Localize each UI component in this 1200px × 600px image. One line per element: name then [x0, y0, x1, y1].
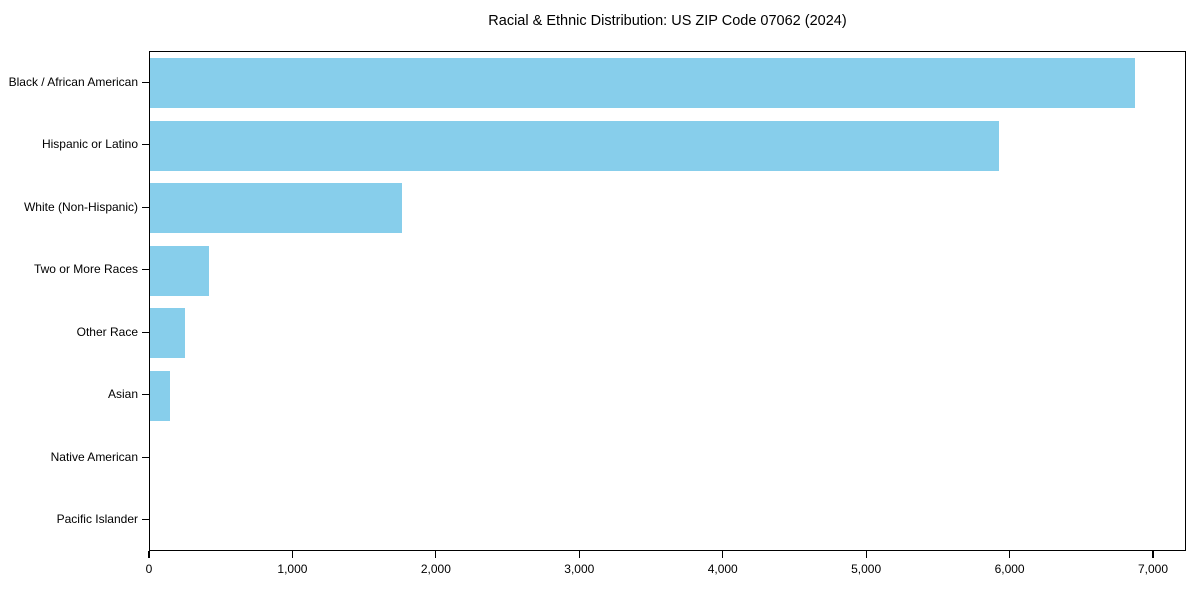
x-axis-tick: [722, 551, 724, 558]
x-axis-tick: [1008, 551, 1011, 558]
x-axis-tick-label: 4,000: [707, 562, 738, 576]
chart-bar: [150, 245, 209, 296]
x-axis-tick-label: 2,000: [420, 562, 451, 576]
chart-bar: [150, 58, 1135, 109]
chart-bar: [150, 183, 402, 234]
chart-bar: [150, 370, 171, 421]
y-axis-label: Pacific Islander: [56, 512, 138, 527]
x-axis-tick: [578, 551, 580, 558]
y-axis-label: Black / African American: [8, 74, 138, 89]
x-axis-tick: [291, 551, 294, 558]
plot-area: [149, 51, 1186, 551]
y-axis-tick: [142, 519, 149, 521]
chart-bar: [150, 308, 186, 359]
chart-bar: [150, 120, 999, 171]
x-axis-tick-label: 3,000: [564, 562, 595, 576]
x-axis-tick-label: 5,000: [851, 562, 882, 576]
x-axis-tick: [865, 551, 867, 558]
chart-title: Racial & Ethnic Distribution: US ZIP Cod…: [488, 13, 847, 29]
x-axis-tick: [435, 551, 437, 558]
y-axis-label: White (Non-Hispanic): [23, 199, 138, 214]
y-axis-label: Two or More Races: [33, 262, 138, 277]
x-axis-tick-label: 1,000: [277, 562, 308, 576]
x-axis-tick-label: 0: [145, 562, 153, 576]
y-axis-tick: [142, 331, 149, 333]
y-axis-tick: [142, 394, 149, 396]
y-axis-tick: [142, 456, 149, 458]
y-axis-label: Hispanic or Latino: [41, 137, 138, 152]
x-axis-tick: [148, 551, 150, 558]
y-axis-tick: [142, 144, 149, 146]
x-axis-tick: [1152, 551, 1154, 558]
x-axis-tick-label: 6,000: [994, 562, 1025, 576]
y-axis-tick: [142, 206, 149, 208]
y-axis-label: Other Race: [76, 324, 138, 339]
y-axis-label: Native American: [50, 449, 138, 464]
y-axis-tick: [142, 269, 149, 271]
y-axis-label: Asian: [107, 387, 138, 402]
x-axis-tick-label: 7,000: [1137, 562, 1169, 576]
y-axis-tick: [142, 81, 149, 83]
